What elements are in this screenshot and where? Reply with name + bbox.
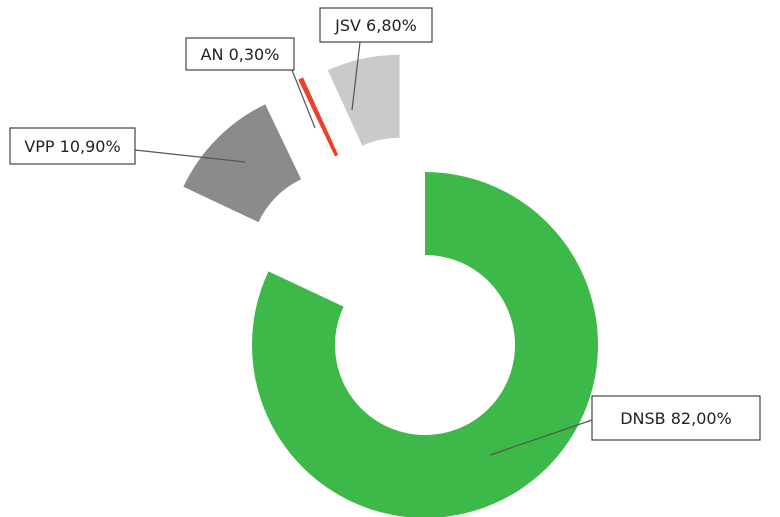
label-box: [185, 37, 295, 71]
label-box: [591, 395, 761, 441]
leader-line: [489, 419, 593, 456]
data-label: VPP 10,90%: [24, 137, 120, 156]
label-name: JSV: [334, 16, 361, 35]
data-label: AN 0,30%: [201, 45, 280, 64]
data-label: DNSB 82,00%: [620, 409, 732, 428]
data-label: JSV 6,80%: [334, 16, 417, 35]
label-value: 82,00%: [671, 409, 732, 428]
label-box: [9, 127, 136, 165]
label-value: 10,90%: [60, 137, 121, 156]
leader-line: [134, 149, 246, 163]
slice: [298, 77, 339, 157]
label-value: 0,30%: [229, 45, 280, 64]
leader-line: [351, 41, 361, 111]
label-name: AN: [201, 45, 224, 64]
label-name: VPP: [24, 137, 55, 156]
label-name: DNSB: [620, 409, 665, 428]
slice: [327, 54, 400, 146]
slice: [183, 104, 302, 223]
label-value: 6,80%: [366, 16, 417, 35]
leader-line: [291, 69, 316, 129]
label-box: [319, 7, 433, 43]
slice: [251, 172, 598, 517]
